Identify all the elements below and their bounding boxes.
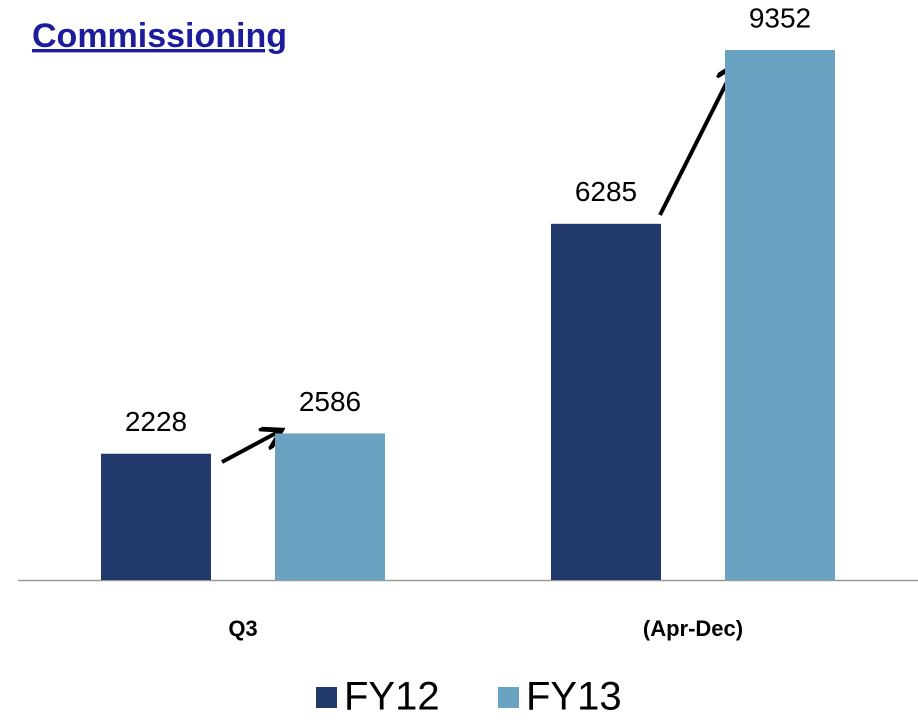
value-label: 2586: [299, 386, 361, 417]
arrow: [658, 68, 734, 216]
value-label: 6285: [575, 176, 637, 207]
legend-swatch: [498, 687, 519, 708]
arrow: [221, 432, 278, 464]
bar: [275, 433, 385, 580]
bar: [101, 453, 211, 580]
legend-swatch: [316, 687, 337, 708]
legend-label: FY12: [344, 675, 440, 719]
x-tick-label: (Apr-Dec): [643, 616, 743, 641]
value-label: 9352: [749, 2, 811, 33]
value-label: 2228: [125, 406, 187, 437]
x-tick-label: Q3: [228, 616, 257, 641]
legend-label: FY13: [526, 675, 622, 719]
chart-title: Commissioning: [32, 17, 287, 55]
bar: [551, 223, 661, 581]
bar: [725, 50, 835, 581]
